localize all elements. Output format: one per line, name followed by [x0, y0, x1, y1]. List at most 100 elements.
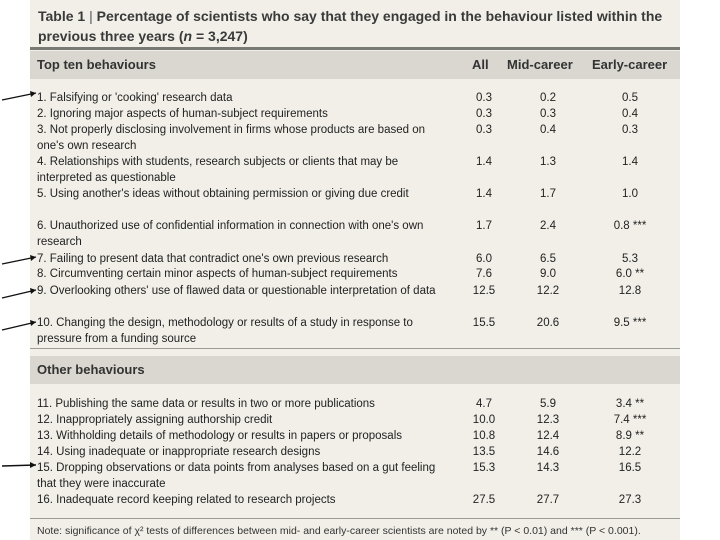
value-early-career: 9.5 ***	[613, 317, 647, 329]
title-n: n	[183, 28, 193, 44]
value-mid-career: 9.0	[540, 268, 556, 280]
value-early-career: 12.8	[618, 285, 642, 297]
table-row: 9. Overlooking others' use of flawed dat…	[30, 283, 680, 315]
value-all: 0.3	[476, 108, 492, 120]
arrow-row-7	[1, 256, 37, 265]
value-early-career: 16.5	[618, 462, 642, 474]
behaviour-label: 12. Inappropriately assigning authorship…	[37, 414, 273, 426]
value-early-career: 5.3	[622, 253, 638, 265]
column-header-all: All	[472, 57, 489, 72]
table-row: 3. Not properly disclosing involvement i…	[30, 122, 680, 154]
table-row: 12. Inappropriately assigning authorship…	[30, 412, 680, 428]
value-mid-career: 12.4	[536, 430, 560, 442]
table-row: 6. Unauthorized use of confidential info…	[30, 218, 680, 250]
value-all: 6.0	[476, 253, 492, 265]
behaviour-label: 11. Publishing the same data or results …	[37, 398, 375, 410]
value-mid-career: 0.3	[540, 108, 556, 120]
value-mid-career: 1.7	[540, 188, 556, 200]
table-row: 14. Using inadequate or inappropriate re…	[30, 444, 680, 460]
value-early-career: 27.3	[618, 494, 642, 506]
arrowhead-row-9	[30, 288, 36, 294]
arrowhead-row-10	[30, 320, 36, 326]
table-row: 2. Ignoring major aspects of human-subje…	[30, 106, 680, 122]
behaviour-label: 6. Unauthorized use of confidential info…	[37, 220, 424, 248]
table-number: Table 1	[38, 8, 86, 24]
value-mid-career: 5.9	[540, 398, 556, 410]
arrow-row-9	[1, 289, 37, 299]
value-early-career: 0.8 ***	[613, 220, 647, 232]
behaviour-label: 16. Inadequate record keeping related to…	[37, 494, 336, 506]
behaviour-label: 4. Relationships with students, research…	[37, 156, 399, 184]
value-all: 15.5	[472, 317, 496, 329]
value-mid-career: 27.7	[536, 494, 560, 506]
value-mid-career: 6.5	[540, 253, 556, 265]
behaviour-label: 5. Using another's ideas without obtaini…	[37, 188, 409, 200]
table-row: 13. Withholding details of methodology o…	[30, 428, 680, 444]
table-row: 1. Falsifying or 'cooking' research data…	[30, 90, 680, 106]
behaviour-label: 14. Using inadequate or inappropriate re…	[37, 446, 321, 458]
value-all: 1.7	[476, 220, 492, 232]
value-all: 12.5	[472, 285, 496, 297]
value-early-career: 12.2	[618, 446, 642, 458]
value-all: 10.0	[472, 414, 496, 426]
value-all: 10.8	[472, 430, 496, 442]
column-header-mid-career: Mid-career	[507, 57, 573, 72]
arrowhead-row-7	[30, 255, 36, 261]
value-mid-career: 1.3	[540, 156, 556, 168]
value-all: 0.3	[476, 124, 492, 136]
value-all: 13.5	[472, 446, 496, 458]
title-separator: |	[89, 8, 93, 24]
value-mid-career: 12.3	[536, 414, 560, 426]
table-row: 15. Dropping observations or data points…	[30, 460, 680, 492]
table-row: 4. Relationships with students, research…	[30, 154, 680, 186]
behaviour-label: 7. Failing to present data that contradi…	[37, 253, 389, 265]
table-note: Note: significance of χ² tests of differ…	[37, 525, 641, 537]
title-text: Percentage of scientists who say that th…	[38, 8, 663, 44]
behaviour-label: 9. Overlooking others' use of flawed dat…	[37, 285, 436, 297]
value-all: 0.3	[476, 92, 492, 104]
value-mid-career: 20.6	[536, 317, 560, 329]
table-row: 5. Using another's ideas without obtaini…	[30, 186, 680, 218]
behaviour-label: 2. Ignoring major aspects of human-subje…	[37, 108, 328, 120]
section-divider	[30, 348, 680, 349]
value-mid-career: 0.2	[540, 92, 556, 104]
table-title: Table 1 | Percentage of scientists who s…	[38, 6, 678, 46]
value-early-career: 0.5	[622, 92, 638, 104]
behaviour-label: 13. Withholding details of methodology o…	[37, 430, 403, 442]
behaviour-label: 15. Dropping observations or data points…	[37, 462, 436, 490]
value-early-career: 1.0	[622, 188, 638, 200]
value-early-career: 0.4	[622, 108, 638, 120]
value-early-career: 3.4 **	[615, 398, 645, 410]
value-early-career: 1.4	[622, 156, 638, 168]
value-early-career: 6.0 **	[615, 268, 645, 280]
table-sheet: Table 1 | Percentage of scientists who s…	[30, 0, 680, 540]
behaviour-label: 10. Changing the design, methodology or …	[37, 317, 413, 345]
value-mid-career: 14.3	[536, 462, 560, 474]
table-title-area: Table 1 | Percentage of scientists who s…	[30, 0, 680, 46]
value-all: 15.3	[472, 462, 496, 474]
value-all: 1.4	[476, 188, 492, 200]
value-early-career: 8.9 **	[615, 430, 645, 442]
behaviour-label: 3. Not properly disclosing involvement i…	[37, 124, 425, 152]
value-mid-career: 12.2	[536, 285, 560, 297]
table-row: 10. Changing the design, methodology or …	[30, 315, 680, 347]
value-all: 27.5	[472, 494, 496, 506]
value-all: 7.6	[476, 268, 492, 280]
table-row: 8. Circumventing certain minor aspects o…	[30, 266, 680, 282]
arrow-row-1	[1, 92, 37, 101]
value-early-career: 7.4 ***	[613, 414, 647, 426]
note-rule	[30, 518, 680, 519]
behaviour-label: 1. Falsifying or 'cooking' research data	[37, 92, 233, 104]
top-section-title: Top ten behaviours	[37, 57, 156, 72]
column-header-early-career: Early-career	[592, 57, 668, 72]
value-all: 1.4	[476, 156, 492, 168]
value-all: 4.7	[476, 398, 492, 410]
arrowhead-row-15	[30, 462, 36, 468]
arrow-row-10	[1, 321, 37, 331]
value-mid-career: 14.6	[536, 446, 560, 458]
table-row: 7. Failing to present data that contradi…	[30, 251, 680, 267]
other-section-header: Other behaviours	[30, 356, 680, 384]
top-section-header: Top ten behaviours All Mid-career Early-…	[30, 51, 680, 79]
table-row: 11. Publishing the same data or results …	[30, 396, 680, 412]
